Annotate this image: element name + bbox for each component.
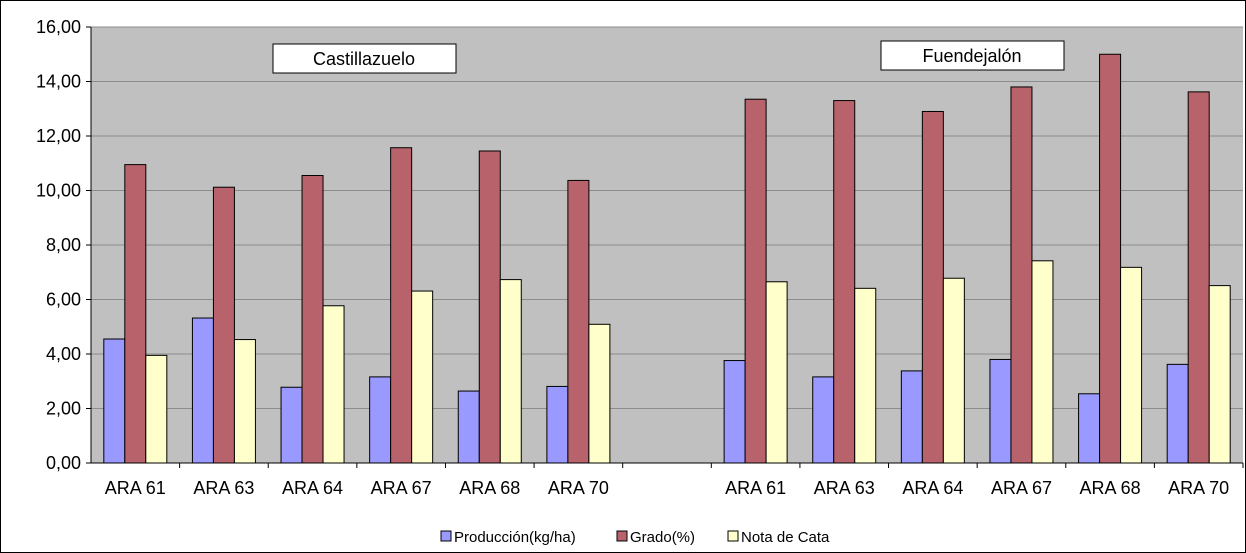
legend-label-produccion: Producción(kg/ha) — [454, 529, 576, 546]
bar — [191, 317, 214, 464]
bar — [369, 376, 392, 464]
bars — [103, 53, 1231, 464]
bar — [812, 376, 835, 464]
axes — [86, 26, 1244, 468]
bar — [1208, 285, 1231, 464]
bar — [478, 150, 501, 464]
x-tick-label: ARA 61 — [105, 478, 166, 498]
legend-label-nota: Nota de Cata — [741, 529, 830, 546]
x-tick-label: ARA 70 — [1168, 478, 1229, 498]
legend-swatch-grado — [616, 530, 628, 542]
y-tick-labels: 0,00 2,00 4,00 6,00 8,00 10,00 12,00 14,00 16,00 — [36, 17, 81, 473]
y-tick-label: 16,00 — [36, 17, 81, 37]
x-tick-label: ARA 64 — [282, 478, 343, 498]
bar — [765, 281, 788, 464]
bar — [854, 287, 877, 464]
x-tick-label: ARA 67 — [371, 478, 432, 498]
y-tick-label: 10,00 — [36, 181, 81, 201]
x-tick-label: ARA 63 — [814, 478, 875, 498]
y-tick-label: 8,00 — [46, 235, 81, 255]
legend-label-grado: Grado(%) — [630, 529, 695, 546]
bar — [301, 175, 324, 464]
bar — [588, 323, 611, 464]
bar — [145, 354, 168, 464]
x-tick-label: ARA 67 — [991, 478, 1052, 498]
group-label-text: Castillazuelo — [313, 49, 415, 69]
y-tick-label: 12,00 — [36, 126, 81, 146]
bar — [921, 110, 944, 464]
bar — [942, 277, 965, 464]
x-tick-labels: ARA 61 ARA 63 ARA 64 ARA 67 ARA 68 ARA 70 ARA … — [105, 478, 1229, 498]
y-tick-label: 14,00 — [36, 72, 81, 92]
x-tick-label: ARA 68 — [459, 478, 520, 498]
bar — [1120, 266, 1143, 464]
bar — [499, 279, 522, 464]
bar — [280, 386, 303, 464]
y-tick-label: 0,00 — [46, 453, 81, 473]
bar — [212, 186, 235, 464]
x-tick-label: ARA 61 — [725, 478, 786, 498]
bar — [1099, 53, 1122, 464]
x-tick-label: ARA 63 — [193, 478, 254, 498]
bar — [1031, 260, 1054, 464]
bar — [723, 360, 746, 464]
bar — [1166, 363, 1189, 464]
x-tick-label: ARA 68 — [1080, 478, 1141, 498]
bar — [124, 164, 147, 464]
group-label-fuendejalon: Fuendejalón — [880, 40, 1065, 71]
bar — [322, 305, 345, 464]
bar — [546, 385, 569, 464]
legend-swatch-produccion — [440, 530, 452, 542]
y-tick-label: 4,00 — [46, 344, 81, 364]
x-tick-label: ARA 64 — [902, 478, 963, 498]
bar — [1010, 86, 1033, 464]
legend: Producción(kg/ha) Grado(%) Nota de Cata — [438, 524, 886, 548]
bar — [833, 100, 856, 464]
bar — [233, 339, 256, 464]
legend-swatch-nota — [727, 530, 739, 542]
group-label-castillazuelo: Castillazuelo — [272, 43, 457, 74]
bar — [567, 179, 590, 464]
bar — [1078, 393, 1101, 464]
bar — [103, 338, 126, 464]
bar — [457, 390, 480, 464]
bar — [1187, 91, 1210, 464]
y-tick-label: 6,00 — [46, 290, 81, 310]
x-tick-label: ARA 70 — [548, 478, 609, 498]
y-tick-label: 2,00 — [46, 399, 81, 419]
bar — [900, 370, 923, 464]
bar — [390, 147, 413, 464]
bar — [411, 290, 434, 464]
bar — [989, 358, 1012, 464]
bar — [744, 98, 767, 464]
group-label-text: Fuendejalón — [922, 46, 1021, 66]
